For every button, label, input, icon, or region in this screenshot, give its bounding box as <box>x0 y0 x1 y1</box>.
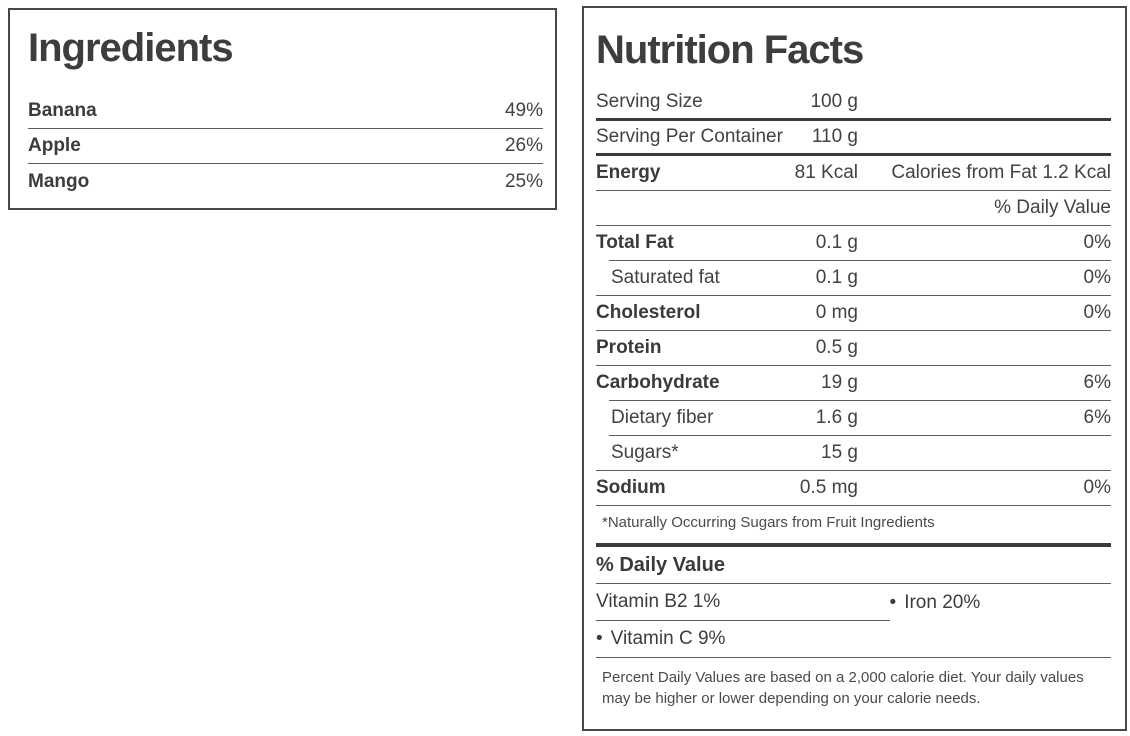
nutrient-row-total-fat: Total Fat 0.1 g 0% <box>596 226 1111 260</box>
ingredient-name: Apple <box>28 135 81 156</box>
nutrient-percent: 6% <box>1083 372 1111 393</box>
nutrient-label: Dietary fiber <box>611 407 714 428</box>
energy-row: Energy 81 Kcal Calories from Fat 1.2 Kca… <box>596 156 1111 191</box>
bullet-icon: • <box>596 628 603 649</box>
vitamin-text: Iron 20% <box>904 591 981 613</box>
serving-per-container-row: Serving Per Container 110 g <box>596 121 1111 156</box>
ingredient-percent: 25% <box>504 170 543 192</box>
nutrient-row-carbohydrate: Carbohydrate 19 g 6% <box>596 366 1111 400</box>
ingredient-percent: 26% <box>504 135 543 156</box>
nutrient-row-dietary-fiber: Dietary fiber 1.6 g 6% <box>596 401 1111 435</box>
nutrient-label: Saturated fat <box>611 267 720 288</box>
vitamins-row: Vitamin B2 1% • Iron 20% <box>596 584 1111 621</box>
nutrient-percent: 0% <box>1083 302 1111 323</box>
nutrient-amount: 0.1 g <box>815 267 858 288</box>
ingredient-name: Mango <box>28 170 90 192</box>
energy-label: Energy <box>596 162 661 183</box>
nutrient-label: Total Fat <box>596 232 674 253</box>
vitamin-item-c: • Vitamin C 9% <box>596 621 1111 658</box>
calories-from-fat: Calories from Fat 1.2 Kcal <box>891 162 1111 183</box>
bullet-icon: • <box>889 591 897 613</box>
nutrient-label: Protein <box>596 337 662 358</box>
nutrient-amount: 0.5 mg <box>799 477 858 498</box>
ingredient-row: Mango 25% <box>28 164 543 199</box>
nutrient-row-sodium: Sodium 0.5 mg 0% <box>596 471 1111 505</box>
vitamin-item-iron: • Iron 20% <box>890 584 1111 621</box>
nutrient-label: Cholesterol <box>596 302 701 323</box>
daily-value-column-header-row: % Daily Value <box>596 191 1111 226</box>
vitamin-text: Vitamin B2 1% <box>596 591 721 612</box>
divider <box>596 295 1111 296</box>
daily-value-column-header: % Daily Value <box>994 197 1111 218</box>
daily-value-section-heading: % Daily Value <box>596 553 725 576</box>
divider <box>596 330 1111 331</box>
ingredients-title: Ingredients <box>28 26 234 70</box>
vitamin-text: Vitamin C 9% <box>610 628 726 649</box>
ingredient-row: Apple 26% <box>28 129 543 164</box>
divider <box>596 505 1111 506</box>
nutrient-amount: 15 g <box>821 442 858 463</box>
ingredient-name: Banana <box>28 100 97 121</box>
nutrient-label: Carbohydrate <box>596 372 720 393</box>
serving-size-label: Serving Size <box>596 91 703 112</box>
nutrition-facts-title: Nutrition Facts <box>596 28 864 72</box>
nutrient-amount: 1.6 g <box>815 407 858 428</box>
divider <box>596 470 1111 471</box>
serving-per-container-label: Serving Per Container <box>596 126 783 147</box>
sugars-footnote: *Naturally Occurring Sugars from Fruit I… <box>602 513 935 531</box>
daily-values-footnote: Percent Daily Values are based on a 2,00… <box>602 669 1084 707</box>
nutrient-amount: 19 g <box>821 372 858 393</box>
nutrient-percent: 0% <box>1083 477 1111 498</box>
nutrition-facts-panel: Nutrition Facts Serving Size 100 g Servi… <box>582 6 1127 731</box>
divider <box>609 435 1111 436</box>
nutrient-percent: 0% <box>1083 232 1111 253</box>
nutrient-row-saturated-fat: Saturated fat 0.1 g 0% <box>596 261 1111 295</box>
nutrient-amount: 0 mg <box>815 302 858 323</box>
serving-size-row: Serving Size 100 g <box>596 86 1111 121</box>
divider <box>609 400 1111 401</box>
nutrient-label: Sodium <box>596 477 666 498</box>
nutrient-percent: 6% <box>1083 407 1111 428</box>
divider <box>596 365 1111 366</box>
ingredient-row: Banana 49% <box>28 94 543 129</box>
serving-per-container-amount: 110 g <box>811 126 858 147</box>
nutrient-label: Sugars* <box>611 442 679 463</box>
nutrient-amount: 0.1 g <box>815 232 858 253</box>
nutrient-percent: 0% <box>1083 267 1111 288</box>
nutrient-amount: 0.5 g <box>815 337 858 358</box>
ingredients-panel: Ingredients Banana 49% Apple 26% Mango 2… <box>8 8 557 210</box>
serving-size-amount: 100 g <box>810 91 858 112</box>
divider <box>609 260 1111 261</box>
ingredient-percent: 49% <box>504 100 543 121</box>
section-divider <box>596 543 1111 547</box>
nutrient-row-protein: Protein 0.5 g <box>596 331 1111 365</box>
daily-value-section-header-row: % Daily Value <box>596 547 1111 584</box>
nutrient-row-sugars: Sugars* 15 g <box>596 436 1111 470</box>
nutrient-row-cholesterol: Cholesterol 0 mg 0% <box>596 296 1111 330</box>
energy-amount: 81 Kcal <box>794 162 858 183</box>
vitamin-item-b2: Vitamin B2 1% <box>596 584 890 621</box>
